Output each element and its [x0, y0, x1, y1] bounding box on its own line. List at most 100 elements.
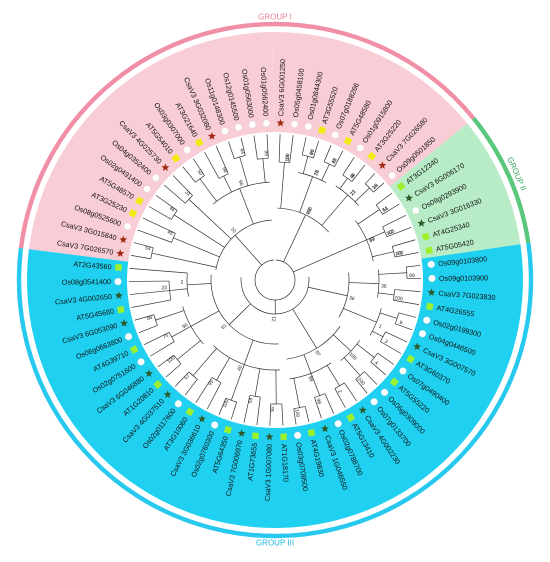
bootstrap-value: 3 [383, 339, 389, 346]
circle-marker-icon [152, 174, 160, 182]
star-marker-icon [417, 219, 426, 227]
leaf-label: AT1G18170 [279, 444, 290, 483]
circle-marker-icon [290, 120, 299, 128]
circle-marker-icon [334, 420, 342, 428]
circle-marker-icon [427, 260, 435, 268]
bootstrap-value: 23 [349, 189, 357, 197]
square-marker-icon [194, 138, 204, 147]
circle-marker-icon [123, 222, 132, 230]
square-marker-icon [185, 407, 195, 417]
circle-marker-icon [418, 330, 427, 338]
group-label: GROUP III [256, 539, 294, 548]
square-marker-icon [389, 377, 399, 387]
bootstrap-value: 99 [409, 273, 415, 279]
square-marker-icon [117, 305, 125, 314]
square-marker-icon [367, 151, 377, 161]
bootstrap-value: 57 [183, 373, 191, 381]
square-marker-icon [318, 126, 327, 135]
bootstrap-value: 66 [146, 315, 153, 322]
circle-marker-icon [137, 358, 145, 366]
square-marker-icon [406, 354, 415, 364]
bootstrap-value: 95 [207, 379, 215, 387]
circle-marker-icon [356, 144, 364, 152]
bootstrap-value: 10 [285, 154, 292, 160]
bootstrap-value: 44 [238, 148, 245, 155]
bootstrap-value: 54 [144, 245, 151, 252]
inner-white-disc [129, 134, 421, 426]
circle-marker-icon [174, 400, 182, 408]
star-marker-icon [427, 288, 436, 296]
star-marker-icon [358, 405, 367, 414]
bootstrap-value: 36 [348, 295, 355, 302]
leaf-label: Os08g0541400 [62, 277, 111, 286]
bootstrap-value: 51 [382, 205, 390, 213]
bootstrap-value: 48 [166, 229, 174, 237]
circle-marker-icon [143, 185, 151, 193]
circle-marker-icon [183, 146, 191, 154]
bootstrap-value: 9 [399, 320, 404, 327]
leaf-label: Os01g0562400 [259, 67, 271, 117]
bootstrap-value: 1 [378, 324, 383, 331]
bootstrap-value: 78 [313, 169, 321, 177]
bootstrap-value: 48 [306, 207, 314, 215]
leaf-label: CsaV3 6G001250 [276, 59, 287, 116]
group-ring-arc [471, 117, 531, 244]
star-marker-icon [197, 414, 206, 423]
bootstrap-value: 100 [285, 153, 292, 162]
bootstrap-value: 4 [373, 360, 379, 367]
bootstrap-value: 50 [196, 169, 204, 177]
star-marker-icon [120, 319, 129, 327]
square-marker-icon [343, 136, 353, 146]
bootstrap-value: 98 [220, 166, 228, 174]
circle-marker-icon [124, 333, 133, 341]
square-marker-icon [280, 433, 287, 441]
bootstrap-value: 99 [307, 375, 315, 382]
circle-marker-icon [248, 121, 256, 129]
bootstrap-value: 10 [229, 226, 237, 234]
square-marker-icon [153, 379, 163, 389]
leaf-label: CsaV3 1G007080 [263, 444, 274, 501]
bootstrap-value: 46 [168, 205, 176, 213]
square-marker-icon [426, 302, 434, 311]
star-marker-icon [163, 390, 172, 398]
bootstrap-value: 95 [181, 322, 189, 330]
star-marker-icon [119, 235, 128, 244]
circle-marker-icon [262, 119, 270, 127]
star-marker-icon [114, 291, 123, 300]
circle-marker-icon [399, 367, 407, 375]
inner-disc [129, 134, 421, 426]
bootstrap-value: 66 [349, 172, 357, 180]
bootstrap-value: 99 [262, 150, 268, 156]
circle-marker-icon [304, 122, 313, 131]
tree-branches [129, 134, 421, 426]
bootstrap-value: 59 [248, 397, 255, 404]
square-marker-icon [251, 432, 260, 440]
circle-marker-icon [211, 421, 219, 429]
bootstrap-value: 100 [166, 355, 176, 365]
square-marker-icon [346, 413, 356, 422]
bootstrap-value: 40 [236, 364, 244, 372]
group-sector [272, 31, 468, 187]
bootstrap-value: 10 [371, 183, 379, 191]
star-marker-icon [413, 342, 422, 351]
group-outer-rings [16, 21, 534, 539]
bootstrap-value: 99 [368, 236, 376, 244]
circle-marker-icon [294, 431, 302, 439]
square-marker-icon [128, 209, 138, 218]
bootstrap-value: 87 [313, 350, 321, 358]
star-marker-icon [404, 193, 413, 202]
bootstrap-value: 38 [371, 183, 379, 191]
bootstrap-value: 21 [271, 316, 277, 322]
circle-marker-icon [114, 277, 122, 286]
square-marker-icon [129, 345, 139, 354]
bootstrap-value: 98 [315, 398, 323, 405]
square-marker-icon [135, 196, 144, 206]
bootstrap-value: 100 [293, 409, 300, 418]
bootstrap-value: 40 [309, 149, 316, 156]
bootstrap-value: 44 [382, 205, 390, 213]
bootstrap-value: 77 [349, 189, 357, 197]
circle-marker-icon [234, 123, 243, 131]
group-sector [26, 244, 523, 528]
bootstrap-value: 100 [394, 295, 403, 302]
star-marker-icon [378, 161, 387, 169]
